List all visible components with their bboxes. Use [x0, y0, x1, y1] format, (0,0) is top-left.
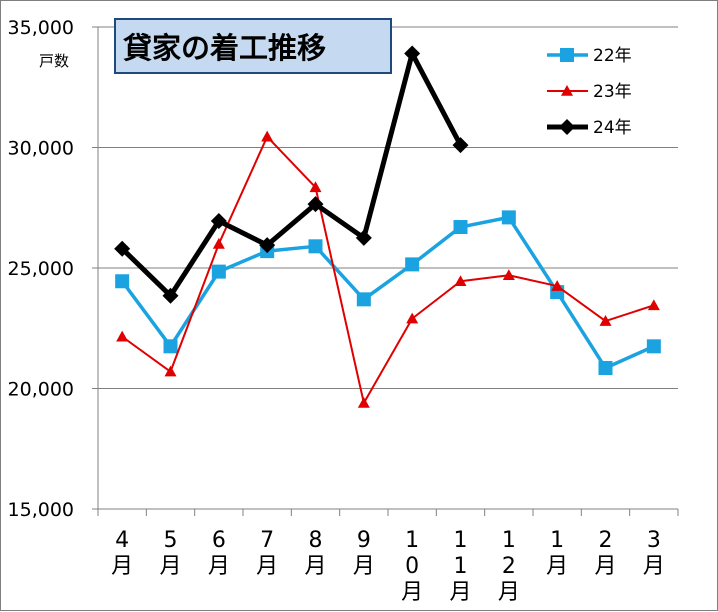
series-2: [116, 130, 660, 408]
y-tick-label: 25,000: [8, 258, 74, 280]
data-point-diamond: [210, 213, 227, 230]
data-point-square: [211, 264, 226, 279]
data-point-square: [163, 339, 178, 354]
data-point-triangle: [309, 181, 322, 193]
data-point-diamond: [404, 45, 421, 62]
data-point-diamond: [259, 237, 276, 254]
data-point-square: [308, 239, 323, 254]
data-point-triangle: [164, 365, 177, 377]
y-axis-unit-label: 戸数: [39, 52, 69, 70]
legend-item: 23年: [547, 82, 632, 102]
legend-label: 22年: [593, 46, 632, 66]
legend-item: 24年: [547, 118, 632, 138]
chart-title: 貸家の着工推移: [123, 31, 326, 65]
data-point-diamond: [307, 196, 324, 213]
series: [114, 45, 661, 408]
series-line: [120, 51, 463, 299]
y-tick-labels: 15,000 20,000 25,000 30,000 35,000: [8, 17, 98, 521]
series-line: [121, 135, 655, 404]
series-1: [115, 210, 661, 376]
x-tick-labels: 4 月 5 月 6 月 7 月 8 月 9 月 1 0 月 1 1 月 1 2 月 1 月 2 月 3 月: [97, 509, 679, 605]
data-point-diamond: [162, 287, 179, 304]
legend: 22年 23年 24年: [547, 46, 632, 138]
chart-title-box: 貸家の着工推移: [114, 18, 392, 74]
data-point-square: [405, 257, 420, 272]
data-point-square: [453, 220, 468, 235]
data-point-triangle: [357, 396, 370, 408]
data-point-triangle: [454, 275, 467, 287]
data-point-square: [646, 339, 661, 354]
y-tick-label: 20,000: [8, 379, 74, 401]
legend-item: 22年: [547, 46, 632, 66]
series-line: [120, 215, 655, 370]
legend-label: 24年: [593, 118, 632, 138]
data-point-triangle: [261, 130, 274, 142]
data-point-triangle: [406, 312, 419, 324]
data-point-diamond: [114, 240, 131, 257]
data-point-triangle: [599, 315, 612, 326]
data-point-triangle: [116, 330, 129, 342]
data-point-square: [560, 48, 574, 62]
data-point-triangle: [561, 85, 573, 96]
data-point-diamond: [452, 137, 469, 154]
data-point-square: [501, 210, 516, 225]
y-tick-label: 35,000: [8, 17, 74, 39]
data-point-square: [598, 361, 613, 376]
data-point-triangle: [502, 269, 515, 281]
data-point-triangle: [551, 280, 564, 291]
y-tick-label: 30,000: [8, 138, 74, 160]
data-point-square: [115, 274, 130, 289]
data-point-diamond: [355, 229, 372, 246]
data-point-diamond: [559, 119, 575, 135]
data-point-triangle: [647, 299, 660, 311]
data-point-triangle: [212, 237, 225, 249]
legend-label: 23年: [593, 82, 632, 102]
y-tick-label: 15,000: [8, 499, 74, 521]
data-point-square: [356, 292, 371, 307]
series-3: [114, 45, 469, 304]
